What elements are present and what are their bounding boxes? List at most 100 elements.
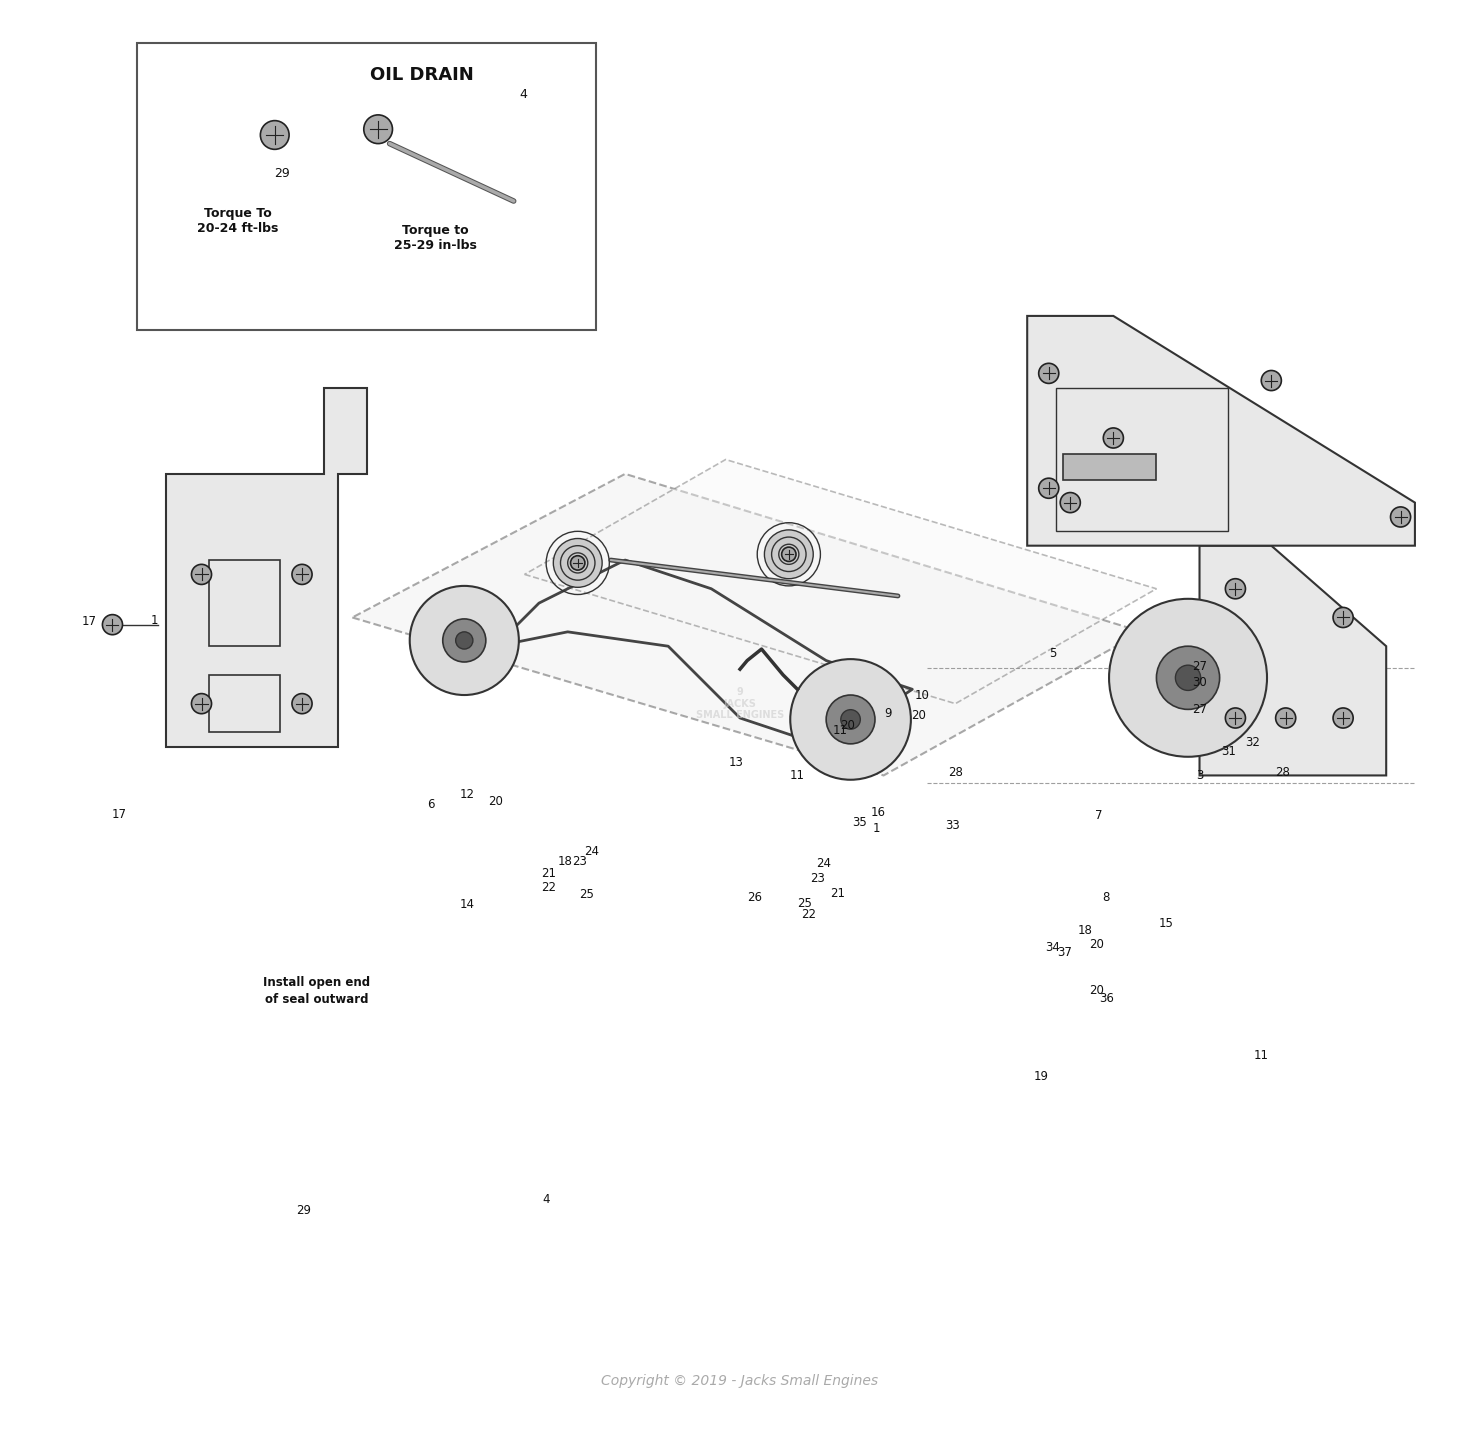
Text: 20: 20 [910, 708, 925, 722]
Text: 29: 29 [296, 1203, 311, 1218]
Text: 24: 24 [815, 856, 830, 870]
Circle shape [1333, 607, 1353, 628]
Polygon shape [166, 388, 367, 747]
Text: 18: 18 [1077, 923, 1092, 938]
Text: 26: 26 [747, 890, 762, 905]
Circle shape [1109, 599, 1267, 757]
Text: 37: 37 [1057, 945, 1072, 959]
Text: 11: 11 [790, 768, 805, 783]
Bar [209, 560, 281, 646]
Circle shape [1103, 428, 1123, 448]
Circle shape [1039, 478, 1058, 498]
Text: 4: 4 [519, 88, 527, 102]
Text: 9: 9 [884, 707, 891, 721]
Polygon shape [352, 474, 1143, 775]
Circle shape [781, 547, 796, 561]
Text: 9
JACKS
SMALL ENGINES: 9 JACKS SMALL ENGINES [696, 686, 784, 721]
Circle shape [841, 709, 860, 729]
Text: 16: 16 [870, 806, 885, 820]
Text: 1: 1 [873, 821, 881, 836]
Circle shape [1060, 493, 1080, 513]
Circle shape [443, 619, 485, 662]
Text: 23: 23 [810, 872, 824, 886]
Bar [209, 675, 281, 732]
Circle shape [191, 564, 212, 584]
Circle shape [771, 537, 807, 572]
Text: Torque to
25-29 in-lbs: Torque to 25-29 in-lbs [394, 224, 477, 253]
Circle shape [568, 553, 588, 573]
Text: 28: 28 [1276, 765, 1291, 780]
Circle shape [571, 556, 585, 570]
Text: 23: 23 [571, 854, 586, 869]
Circle shape [260, 121, 289, 149]
Text: 17: 17 [112, 807, 127, 821]
Text: 30: 30 [1193, 675, 1206, 689]
FancyBboxPatch shape [136, 43, 596, 330]
Text: Install open end
of seal outward: Install open end of seal outward [263, 976, 370, 1005]
Circle shape [554, 538, 602, 587]
Circle shape [764, 530, 813, 579]
Text: 33: 33 [946, 819, 961, 833]
Circle shape [456, 632, 474, 649]
Circle shape [1391, 507, 1410, 527]
Text: 15: 15 [1159, 916, 1174, 931]
Circle shape [1333, 708, 1353, 728]
Text: 12: 12 [460, 787, 475, 801]
Text: 1: 1 [151, 613, 158, 628]
Text: 7: 7 [1095, 808, 1103, 823]
Text: 13: 13 [728, 755, 743, 770]
Circle shape [191, 694, 212, 714]
Polygon shape [524, 460, 1156, 704]
Text: 28: 28 [949, 765, 963, 780]
Text: 24: 24 [585, 844, 599, 859]
Text: 29: 29 [274, 167, 290, 180]
Text: 34: 34 [1045, 941, 1061, 955]
Text: 20: 20 [1089, 938, 1104, 952]
Circle shape [778, 544, 799, 564]
Circle shape [790, 659, 910, 780]
Circle shape [1225, 708, 1246, 728]
Text: 11: 11 [1254, 1048, 1268, 1063]
Circle shape [1225, 579, 1246, 599]
Text: 27: 27 [1191, 659, 1208, 673]
Text: 3: 3 [1196, 768, 1203, 783]
Polygon shape [1199, 546, 1387, 775]
Text: 21: 21 [830, 886, 845, 900]
Circle shape [1261, 370, 1282, 391]
Text: Torque To
20-24 ft-lbs: Torque To 20-24 ft-lbs [197, 207, 278, 236]
Circle shape [364, 115, 392, 144]
Text: 32: 32 [1245, 735, 1259, 750]
Text: 31: 31 [1221, 744, 1236, 758]
Circle shape [1276, 708, 1295, 728]
Text: 36: 36 [1098, 991, 1113, 1005]
Text: 21: 21 [542, 866, 556, 880]
Polygon shape [1027, 316, 1415, 546]
Circle shape [102, 615, 123, 635]
Text: 18: 18 [558, 854, 573, 869]
Circle shape [561, 546, 595, 580]
Circle shape [410, 586, 519, 695]
Text: OIL DRAIN: OIL DRAIN [370, 66, 474, 85]
Bar [1055, 388, 1228, 531]
Bar [1063, 454, 1156, 480]
Text: 20: 20 [1089, 984, 1104, 998]
Text: 25: 25 [579, 887, 593, 902]
Circle shape [1156, 646, 1220, 709]
Text: 6: 6 [428, 797, 435, 811]
Text: 14: 14 [460, 898, 475, 912]
Circle shape [1175, 665, 1200, 691]
Text: Copyright © 2019 - Jacks Small Engines: Copyright © 2019 - Jacks Small Engines [601, 1374, 879, 1389]
Text: 20: 20 [841, 718, 855, 732]
Text: 5: 5 [1049, 646, 1057, 661]
Text: 35: 35 [852, 816, 867, 830]
Text: 19: 19 [1035, 1070, 1049, 1084]
Circle shape [292, 564, 312, 584]
Text: 17: 17 [81, 615, 96, 629]
Circle shape [826, 695, 875, 744]
Text: 10: 10 [915, 688, 929, 702]
Text: 27: 27 [1191, 702, 1208, 717]
Circle shape [292, 694, 312, 714]
Text: 20: 20 [488, 794, 503, 808]
Text: 22: 22 [542, 880, 556, 895]
Text: 25: 25 [798, 896, 813, 910]
